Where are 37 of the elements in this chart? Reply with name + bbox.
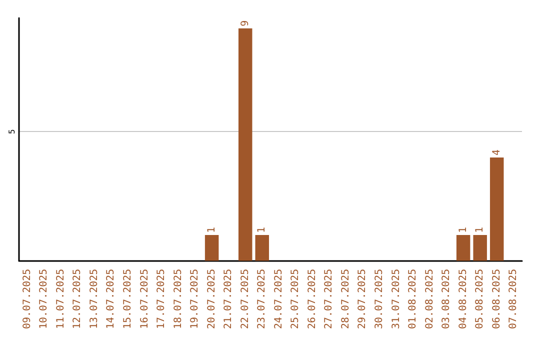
data-label: 1 bbox=[206, 226, 218, 233]
x-tick-label: 05.08.2025 bbox=[474, 268, 486, 330]
x-tick-label: 06.08.2025 bbox=[491, 268, 502, 330]
x-tick-label: 24.07.2025 bbox=[273, 268, 284, 330]
x-tick-label: 01.08.2025 bbox=[408, 268, 419, 330]
x-tick-label: 18.07.2025 bbox=[172, 268, 184, 330]
x-tick-label: 15.07.2025 bbox=[122, 268, 134, 330]
y-tick-label: 5 bbox=[8, 129, 16, 134]
data-label: 1 bbox=[458, 226, 469, 233]
x-tick-label: 20.07.2025 bbox=[206, 268, 218, 330]
x-tick-label: 31.07.2025 bbox=[390, 268, 402, 330]
x-tick-label: 22.07.2025 bbox=[240, 268, 251, 330]
x-tick-label: 26.07.2025 bbox=[306, 268, 318, 330]
x-tick-label: 09.07.2025 bbox=[22, 268, 33, 330]
x-tick-label: 04.08.2025 bbox=[458, 268, 469, 330]
x-tick-label: 13.07.2025 bbox=[88, 268, 100, 330]
x-tick-label: 10.07.2025 bbox=[38, 268, 50, 330]
x-tick-label: 16.07.2025 bbox=[139, 268, 150, 330]
x-tick-label: 03.08.2025 bbox=[441, 268, 452, 330]
x-tick-label: 23.07.2025 bbox=[256, 268, 268, 330]
x-tick-label: 12.07.2025 bbox=[72, 268, 84, 330]
x-tick-label: 27.07.2025 bbox=[324, 268, 335, 330]
x-tick-label: 25.07.2025 bbox=[290, 268, 302, 330]
x-tick-label: 29.07.2025 bbox=[357, 268, 368, 330]
data-label: 1 bbox=[256, 226, 268, 233]
x-tick-label: 28.07.2025 bbox=[340, 268, 352, 330]
x-tick-label: 19.07.2025 bbox=[190, 268, 201, 330]
data-label: 9 bbox=[240, 20, 251, 26]
x-tick-label: 14.07.2025 bbox=[106, 268, 117, 330]
x-tick-label: 30.07.2025 bbox=[374, 268, 385, 330]
data-label: 4 bbox=[491, 149, 502, 156]
x-tick-label: 21.07.2025 bbox=[223, 268, 234, 330]
x-tick-label: 17.07.2025 bbox=[156, 268, 168, 330]
x-tick-label: 07.08.2025 bbox=[508, 268, 520, 330]
data-label: 1 bbox=[474, 226, 486, 233]
x-tick-label: 11.07.2025 bbox=[55, 268, 66, 330]
x-tick-label: 02.08.2025 bbox=[424, 268, 436, 330]
